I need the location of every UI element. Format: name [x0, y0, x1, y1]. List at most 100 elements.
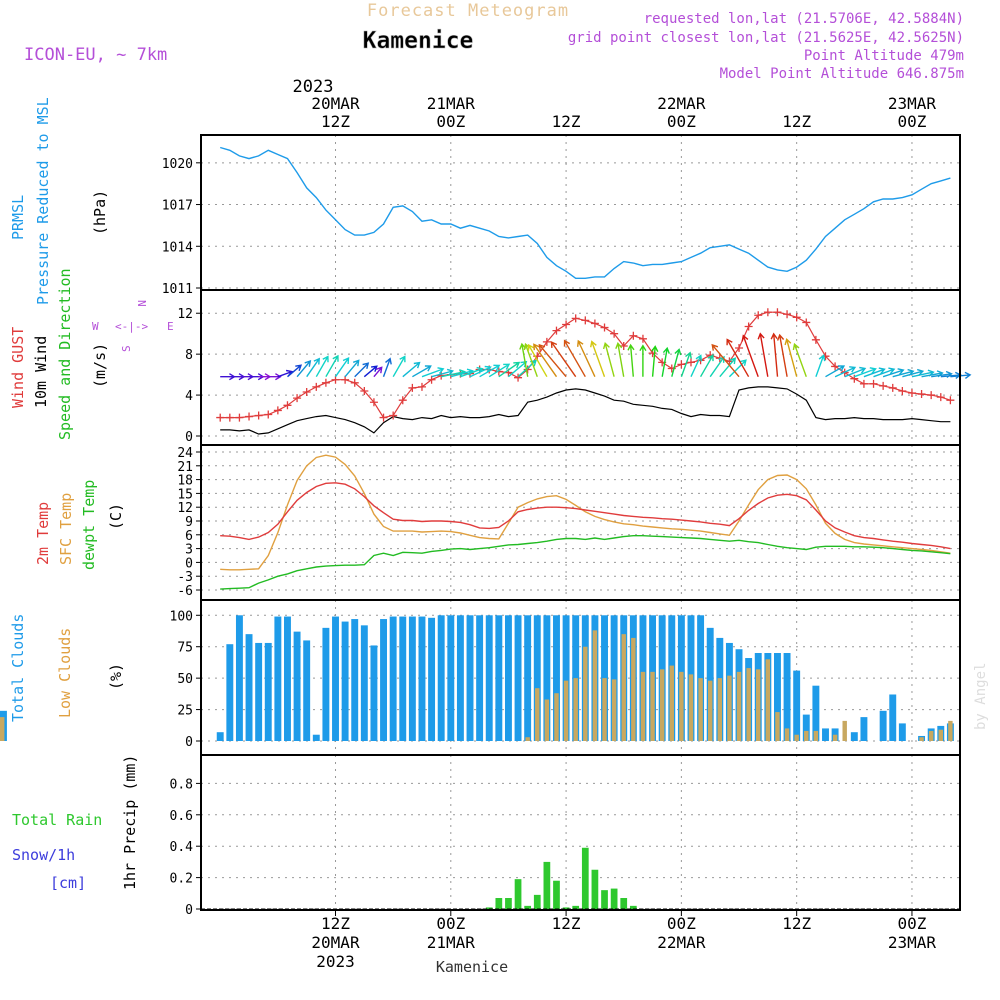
wind-direction-arrow [488, 363, 511, 378]
gust-marker [638, 334, 647, 343]
wind-direction-arrow [711, 343, 740, 378]
gust-marker [581, 316, 590, 325]
rain-bar [524, 905, 532, 909]
total-clouds-bar [533, 615, 541, 741]
gust-marker [754, 311, 763, 320]
total-clouds-bar [341, 621, 349, 741]
total-clouds-bar [274, 616, 282, 741]
gust-marker [917, 390, 926, 399]
top-year-label: 2023 [293, 77, 334, 97]
total-clouds-bar [437, 615, 445, 741]
gust-marker [802, 318, 811, 327]
wind-direction-arrow [863, 367, 886, 378]
gust-marker [514, 373, 523, 382]
total-clouds-bar [389, 616, 397, 741]
wind-direction-arrow [469, 365, 492, 378]
total-clouds-bar [351, 619, 359, 741]
wind-direction-arrow [719, 357, 737, 378]
dewpt-label: dewpt Temp [80, 480, 98, 570]
prmsl-line [220, 146, 951, 279]
wind-direction-arrow [741, 334, 759, 377]
total-clouds-bar [572, 615, 580, 741]
low-clouds-bar [794, 734, 799, 741]
low-clouds-label: Low Clouds [56, 628, 74, 718]
watermark: by Angel [973, 663, 989, 730]
wind-direction-arrow [538, 343, 567, 378]
footer-location: Kamenice [436, 958, 508, 976]
total-clouds-bar [466, 615, 474, 741]
rain-bar [572, 905, 580, 909]
total-clouds-bar [783, 653, 791, 741]
gust-marker [398, 396, 407, 405]
wind-ytick-label: 0 [185, 430, 193, 445]
gust-marker [686, 358, 695, 367]
bottom-time-label: 00Z [898, 914, 927, 933]
point-altitude: Point Altitude 479m [804, 48, 964, 64]
precip-axis-label: 1hr Precip (mm) [121, 755, 139, 890]
temperature-ytick-label: 21 [177, 460, 193, 475]
wind-direction-arrow [325, 354, 339, 378]
gust-marker [562, 320, 571, 329]
temperature-ytick-label: 0 [185, 556, 193, 571]
pressure-frame [200, 134, 961, 291]
temperature-ytick-label: 12 [177, 501, 193, 516]
wind-direction-arrow [728, 359, 747, 378]
gust-marker [927, 391, 936, 400]
gust-marker [888, 383, 897, 392]
temperature-frame [200, 444, 961, 601]
gust-marker [735, 344, 744, 353]
rain-bar [514, 879, 522, 909]
total-clouds-bar [697, 615, 705, 741]
precip-ytick-label: 0.4 [170, 840, 194, 855]
chart-title: Forecast Meteogram [367, 1, 569, 21]
total-clouds-bar [332, 616, 339, 741]
temperature-ytick-label: 15 [177, 487, 193, 502]
clouds-unit: (%) [107, 663, 125, 690]
wind10m-line [220, 386, 951, 435]
top-time-label: 21MAR [427, 94, 476, 113]
gust-marker [523, 365, 532, 374]
pressure-ytick-label: 1011 [162, 282, 193, 297]
wind-direction-arrow [402, 361, 421, 378]
wind-direction-arrow [421, 367, 445, 378]
total-clouds-bar [447, 615, 455, 741]
pressure-ytick-label: 1020 [162, 157, 193, 172]
gust-marker [369, 398, 378, 407]
wind-direction-arrow [902, 368, 925, 378]
clouds-ytick-label: 25 [177, 704, 193, 719]
top-time-label: 12Z [321, 112, 350, 131]
clouds-ytick-label: 75 [177, 641, 193, 656]
low-clouds-bar [717, 678, 723, 741]
total-clouds-bar [812, 685, 820, 741]
total-clouds-bar [610, 615, 618, 741]
low-clouds-bar [698, 678, 703, 741]
gust-marker [321, 378, 330, 387]
gust-marker [264, 410, 273, 419]
snow-unit-label: [cm] [50, 874, 86, 892]
temperature-ytick-label: 9 [185, 515, 193, 530]
compass-arrows: <-|-> [115, 320, 148, 333]
wind-10m-label: 10m Wind [32, 336, 50, 408]
gust-marker [811, 335, 820, 344]
total-clouds-bar [235, 615, 243, 741]
low-clouds-bar [919, 737, 924, 741]
total-clouds-bar [226, 644, 234, 741]
gust-marker [792, 313, 801, 322]
wind-direction-arrow [431, 368, 455, 378]
temperature-ytick-label: 3 [185, 543, 193, 558]
total-clouds-bar [380, 619, 388, 741]
compass-south: S [120, 345, 133, 352]
low-clouds-bar [948, 720, 953, 741]
wind-ytick-label: 4 [185, 389, 193, 404]
total-clouds-bar [860, 717, 868, 741]
total-clouds-bar [495, 615, 503, 741]
temperature-ytick-label: -6 [177, 584, 193, 599]
wind-direction-arrow [834, 366, 857, 378]
total-clouds-bar [476, 615, 484, 741]
wind-panel: 0 4 8 12 [177, 289, 972, 446]
wind-direction-arrow [639, 344, 647, 377]
low-clouds-bar [602, 678, 607, 741]
rain-bar [485, 907, 493, 909]
total-clouds-bar [514, 615, 522, 741]
top-time-label: 12Z [552, 112, 581, 131]
